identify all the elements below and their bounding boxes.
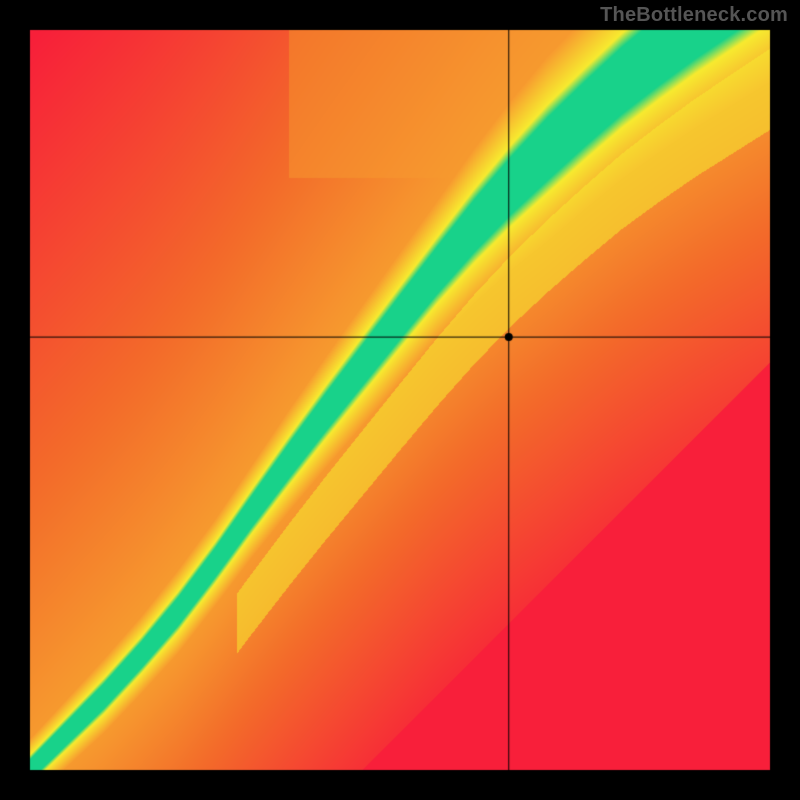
watermark-label: TheBottleneck.com <box>600 4 788 27</box>
chart-container: TheBottleneck.com <box>0 0 800 800</box>
bottleneck-heatmap-canvas <box>0 0 800 800</box>
